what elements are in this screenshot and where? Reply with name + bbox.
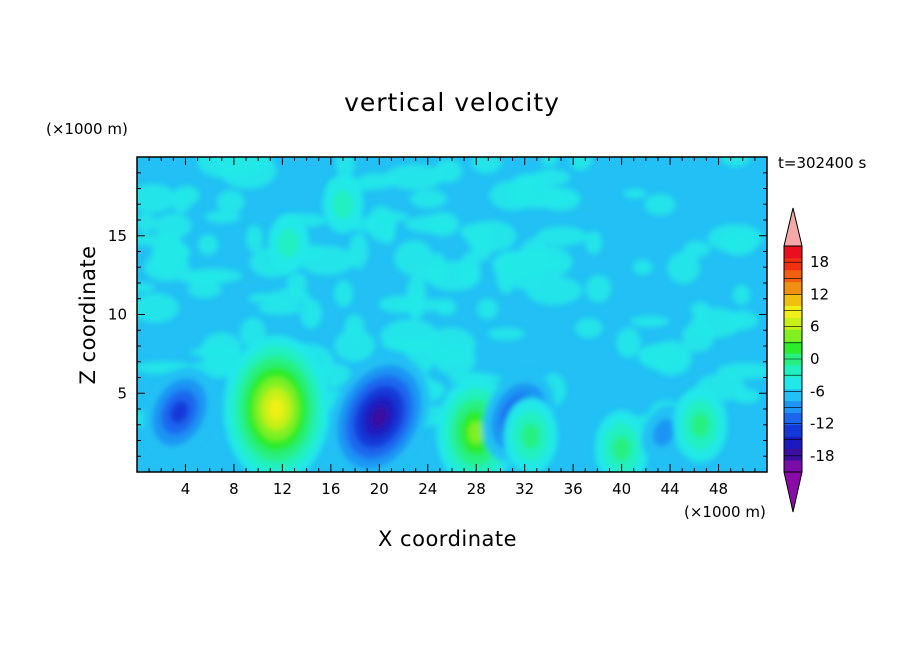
x-tick-label: 24	[418, 480, 437, 498]
colorbar-band	[784, 293, 802, 306]
colorbar-tick-label: 6	[810, 318, 820, 336]
x-tick-label: 4	[181, 480, 191, 498]
x-tick-label: 32	[515, 480, 534, 498]
x-axis-unit: (×1000 m)	[684, 503, 766, 521]
colorbar-band	[784, 400, 802, 414]
x-tick-label: 8	[229, 480, 239, 498]
colorbar-band	[784, 317, 802, 330]
colorbar-band	[784, 424, 802, 437]
colorbar-tick-label: 0	[810, 350, 820, 368]
velocity-cells	[143, 175, 728, 472]
colorbar-band	[784, 448, 802, 461]
colorbar-under-triangle	[783, 471, 803, 513]
chart-title: vertical velocity	[344, 88, 560, 117]
velocity-field	[137, 157, 767, 472]
y-axis-label: Z coordinate	[76, 245, 100, 385]
colorbar-tick-label: 18	[810, 253, 829, 271]
colorbar-band	[784, 257, 802, 271]
x-tick-label: 48	[709, 480, 728, 498]
colorbar-band	[784, 269, 802, 283]
x-tick-label: 28	[467, 480, 486, 498]
velocity-cell-2	[329, 354, 430, 472]
colorbar-tick-label: -12	[810, 415, 835, 433]
colorbar-band	[784, 281, 802, 295]
x-tick-label: 20	[370, 480, 389, 498]
colorbar-band	[784, 329, 802, 342]
colorbar-over-triangle	[783, 207, 803, 247]
colorbar-band	[784, 246, 802, 259]
velocity-cell-1	[223, 335, 330, 472]
colorbar-tick-label: -6	[810, 382, 825, 400]
colorbar-band	[784, 388, 802, 402]
velocity-cell-9	[267, 214, 309, 273]
velocity-cell-10	[322, 175, 364, 234]
velocity-cell-0	[143, 367, 216, 458]
velocity-cell-6	[594, 410, 649, 472]
colorbar-band	[784, 305, 802, 318]
y-tick-label: 15	[108, 227, 127, 245]
colorbar-band	[784, 436, 802, 449]
colorbar-band	[784, 341, 802, 354]
colorbar-tick-label: -18	[810, 447, 835, 465]
colorbar-band	[784, 412, 802, 425]
y-tick-label: 10	[108, 306, 127, 324]
velocity-cell-5	[503, 397, 558, 472]
x-tick-label: 12	[273, 480, 292, 498]
colorbar-band	[784, 460, 802, 473]
y-axis-unit: (×1000 m)	[46, 120, 128, 138]
x-tick-label: 16	[321, 480, 340, 498]
x-tick-label: 36	[564, 480, 583, 498]
x-axis-label: X coordinate	[378, 527, 518, 551]
velocity-cell-8	[673, 386, 728, 463]
time-label: t=302400 s	[778, 154, 867, 172]
colorbar-band	[784, 364, 802, 378]
colorbar-band	[784, 376, 802, 390]
colorbar-tick-label: 12	[810, 285, 829, 303]
y-tick-label: 5	[117, 384, 127, 402]
colorbar: 18 12 6 0 -6 -12 -18	[783, 207, 835, 513]
x-tick-label: 44	[661, 480, 680, 498]
x-tick-label: 40	[612, 480, 631, 498]
